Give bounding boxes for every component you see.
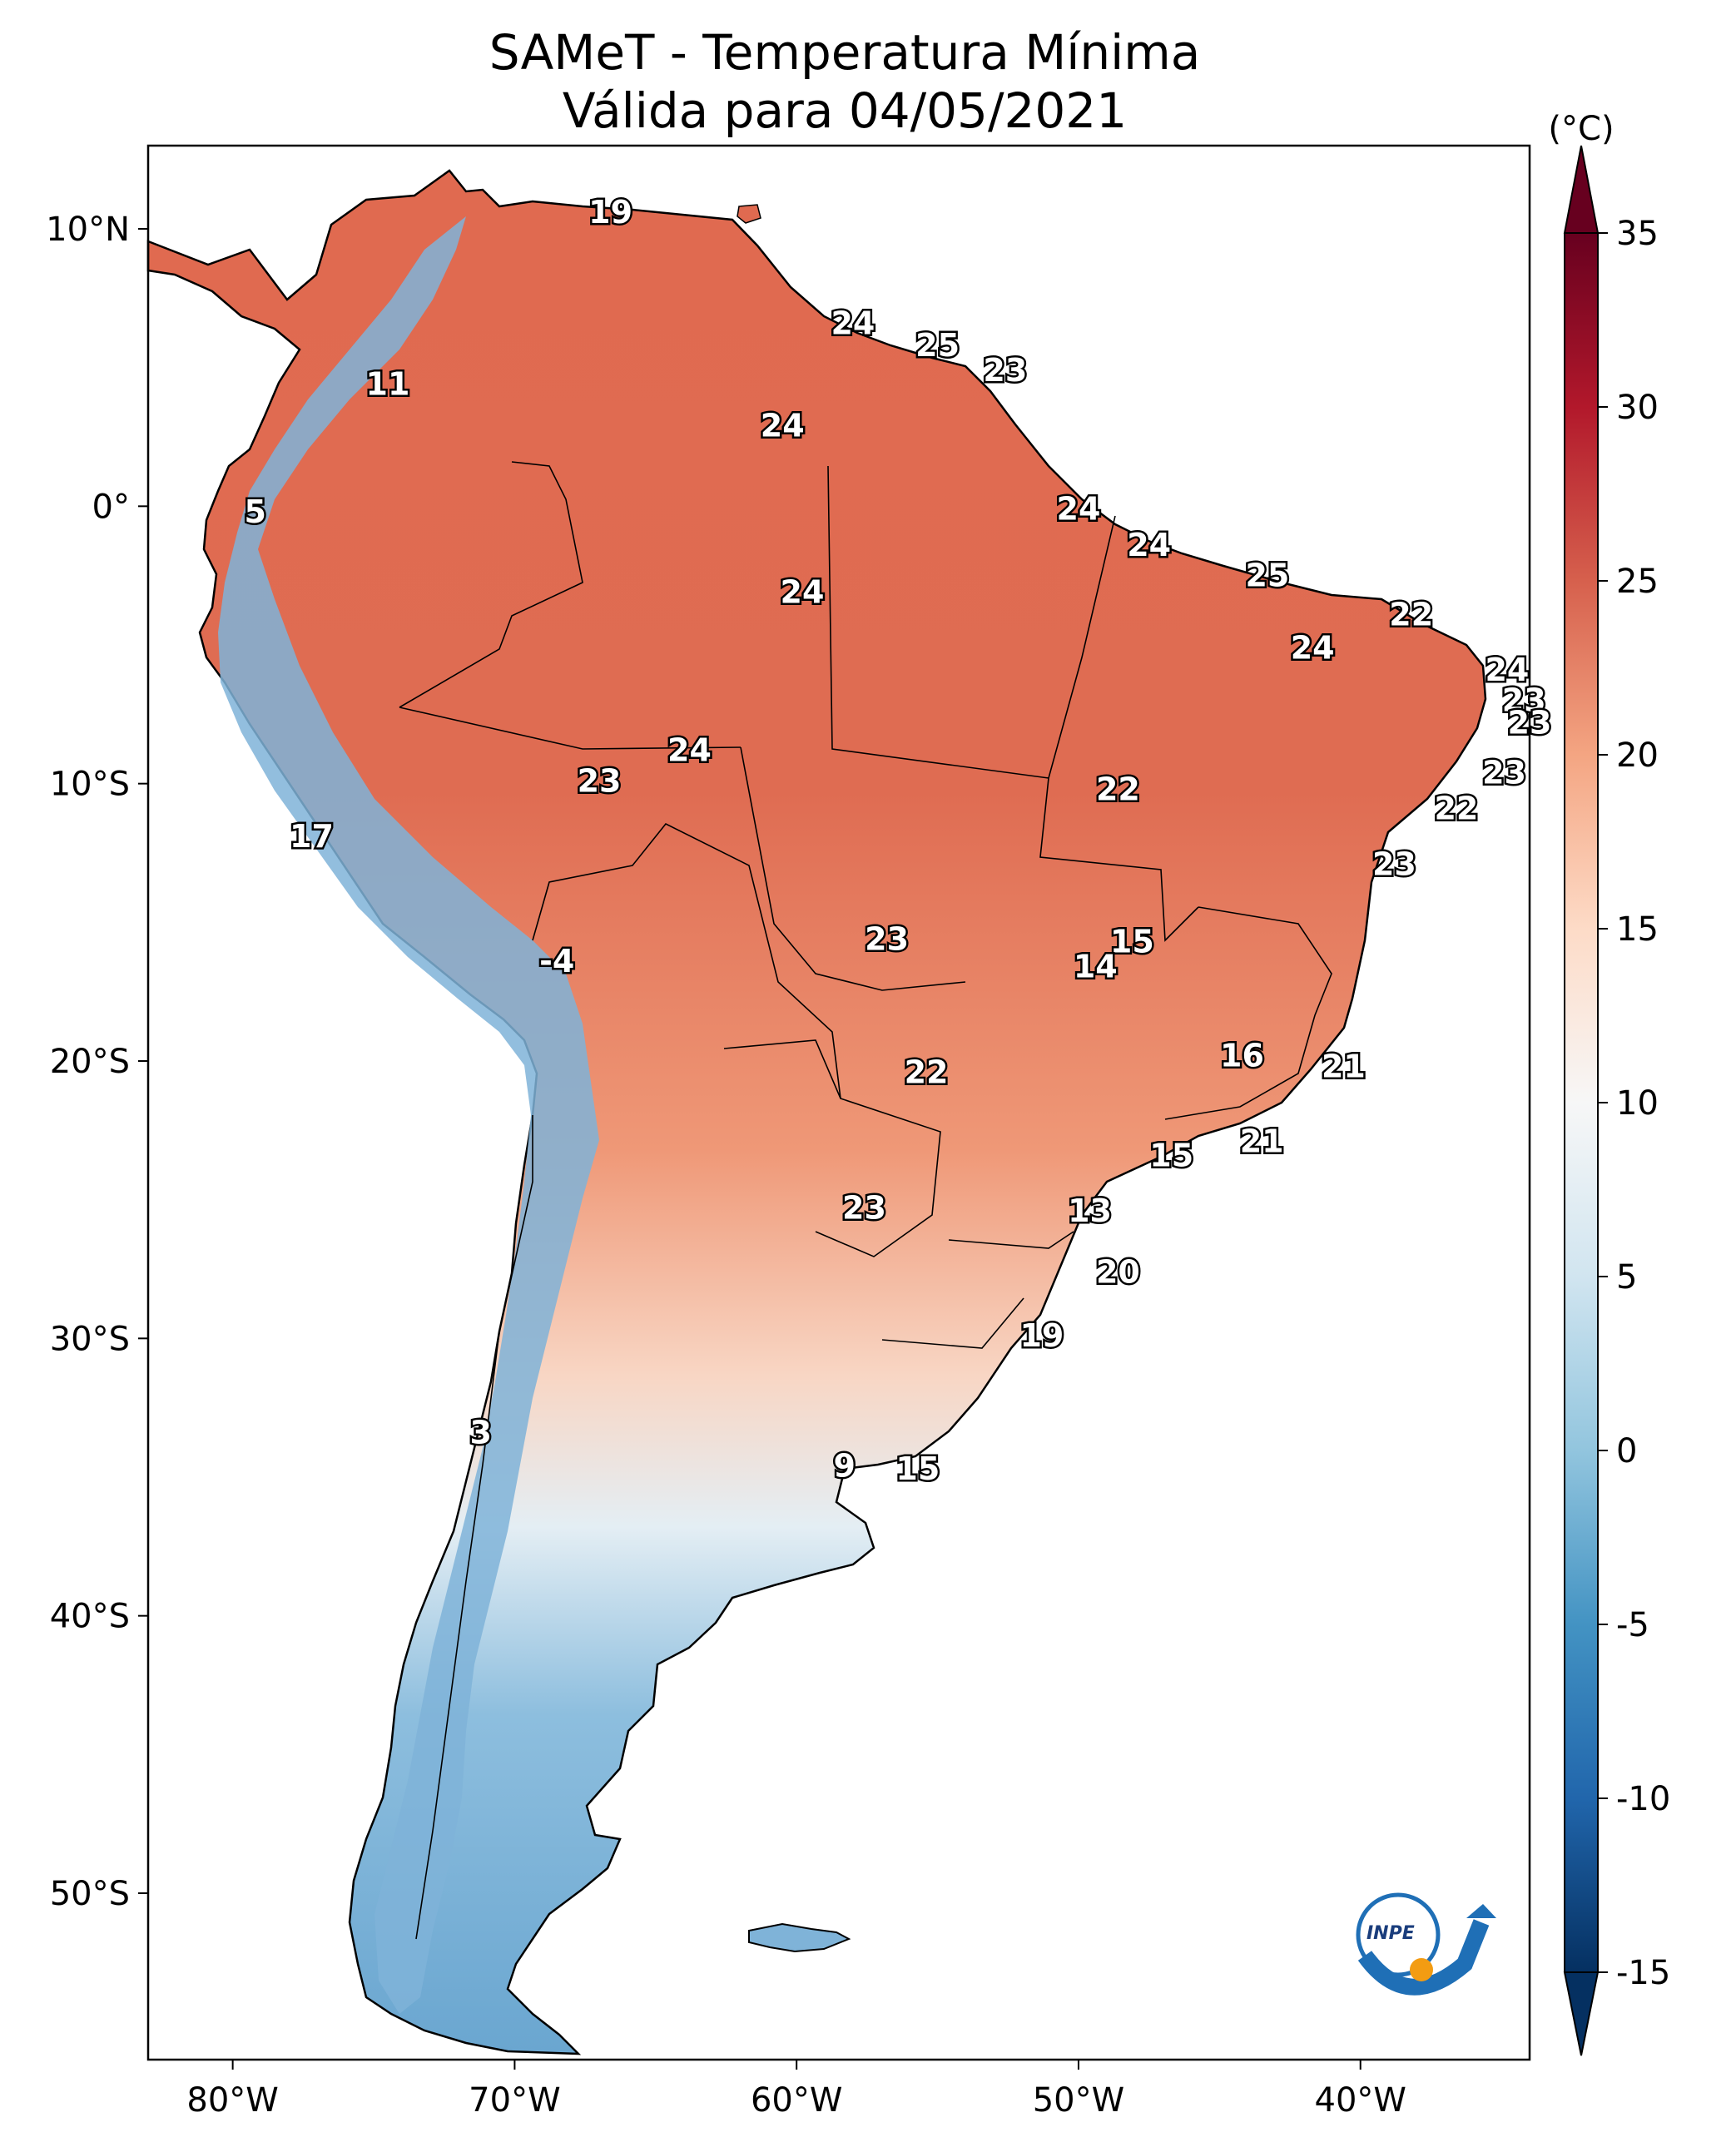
temperature-label: 9 [834, 1448, 856, 1485]
temperature-label: 23 [1508, 704, 1552, 741]
lat-tick-label: 40°S [50, 1598, 130, 1636]
temperature-label: 24 [1057, 491, 1101, 528]
temperature-label: 19 [588, 194, 632, 231]
border-bolivia [532, 822, 841, 1099]
lat-tick-label: 20°S [50, 1043, 130, 1081]
temperature-label: 24 [831, 305, 875, 341]
temperature-label: 20 [1096, 1253, 1140, 1290]
colorbar-tick-label: 20 [1616, 736, 1659, 775]
temperature-label: 15 [1149, 1137, 1193, 1173]
lat-tick-label: 10°N [46, 211, 130, 249]
lon-tick-label: 50°W [1033, 2081, 1124, 2120]
border-north-states [399, 461, 583, 708]
colorbar-tick-label: 35 [1616, 215, 1659, 253]
temperature-label: 23 [1502, 682, 1546, 719]
temperature-label: 24 [761, 408, 805, 444]
temperature-label: 25 [915, 327, 960, 364]
border-paraguay [723, 1039, 941, 1257]
colorbar-unit-label: (°C) [1548, 110, 1614, 148]
temperature-label: 16 [1220, 1037, 1264, 1074]
chart-title-line-1: SAMeT - Temperatura Mínima [489, 24, 1201, 81]
colorbar: (°C) 35 30 25 20 15 10 5 0 -5 -10 -15 [1548, 110, 1670, 2056]
colorbar-tick-label: -10 [1616, 1780, 1670, 1818]
temperature-label: 22 [1096, 771, 1140, 807]
border-northeast [1048, 515, 1116, 779]
border-minas [1164, 906, 1332, 1120]
temperature-label: 24 [1485, 652, 1529, 688]
colorbar-tick-label: 15 [1616, 910, 1659, 949]
border-south-states [881, 1231, 1074, 1349]
lon-tick-label: 80°W [186, 2081, 278, 2120]
logo-arrow [1466, 1904, 1496, 1918]
lat-tick-label: 50°S [50, 1875, 130, 1913]
temperature-label: 23 [1372, 845, 1416, 882]
colorbar-min-extend [1563, 1971, 1600, 2056]
temperature-label: 14 [1074, 949, 1118, 985]
colorbar-tick-label: -15 [1616, 1954, 1670, 1992]
lon-tick-label: 60°W [751, 2081, 842, 2120]
lat-tick-label: 30°S [50, 1320, 130, 1358]
colorbar-tick-label: -5 [1616, 1606, 1649, 1644]
border-mato-grosso [740, 746, 966, 991]
colorbar-tick-label: 5 [1616, 1258, 1637, 1297]
map-frame [146, 144, 1531, 2061]
temperature-label: 21 [1322, 1049, 1366, 1085]
temperature-label: -4 [539, 943, 574, 979]
temperature-label: 13 [1068, 1193, 1112, 1229]
temperature-label: 24 [1291, 629, 1335, 666]
trinidad-island [737, 204, 761, 224]
colorbar-tick-label: 10 [1616, 1084, 1659, 1123]
temperature-label: 22 [1434, 791, 1478, 827]
temperature-label: 15 [1110, 924, 1154, 960]
colorbar-tick-label: 0 [1616, 1432, 1637, 1470]
colorbar-tick-label: 25 [1616, 563, 1659, 601]
lon-tick-label: 40°W [1315, 2081, 1406, 2120]
longitude-ticks: 80°W 70°W 60°W 50°W 40°W [186, 2060, 1406, 2120]
border-argentina-chile [415, 1115, 533, 1940]
temperature-label: 25 [1245, 558, 1289, 594]
temperature-label: 5 [245, 493, 266, 530]
colorbar-tick-label: 30 [1616, 389, 1659, 427]
logo-text: INPE [1366, 1923, 1415, 1944]
inpe-logo: INPE [1356, 1892, 1496, 1996]
lon-tick-label: 70°W [469, 2081, 560, 2120]
temperature-label: 15 [895, 1450, 940, 1487]
lat-tick-label: 0° [92, 488, 130, 526]
temperature-label: 23 [865, 920, 909, 957]
temperature-label: 22 [1389, 596, 1433, 632]
lat-tick-label: 10°S [50, 766, 130, 804]
latitude-ticks: 10°N 0° 10°S 20°S 30°S 40°S 50°S [46, 211, 148, 1913]
logo-orange-dot [1410, 1958, 1433, 1981]
temperature-label: 23 [1482, 754, 1526, 791]
colorbar-ticks: 35 30 25 20 15 10 5 0 -5 -10 -15 [1598, 215, 1670, 1992]
temperature-label: 23 [578, 762, 622, 799]
temperature-label: 24 [667, 732, 712, 769]
country-and-state-borders [399, 461, 1332, 1940]
colorbar-max-extend [1563, 145, 1600, 234]
temperature-label: 24 [781, 574, 825, 611]
temperature-label: 24 [1127, 527, 1171, 563]
temperature-label: 22 [905, 1054, 949, 1090]
temperature-label: 19 [1019, 1317, 1064, 1354]
logo-ring [1356, 1892, 1441, 1977]
temperature-label: 23 [842, 1190, 886, 1227]
falkland-islands [748, 1922, 851, 1953]
logo-swoosh [1357, 1919, 1490, 1996]
temperature-label: 11 [366, 366, 410, 403]
land-layer [146, 169, 1487, 2055]
border-amazonas-south [399, 707, 742, 750]
temperature-label: 3 [470, 1415, 492, 1451]
temperature-label: 23 [983, 352, 1027, 389]
chart-title-line-2: Válida para 04/05/2021 [562, 82, 1128, 139]
colorbar-gradient [1565, 233, 1598, 1972]
temperature-label: 21 [1240, 1123, 1284, 1160]
border-amazonas-para [827, 465, 1049, 779]
temperature-label: 17 [290, 818, 334, 855]
border-goias-bahia [1039, 777, 1199, 942]
